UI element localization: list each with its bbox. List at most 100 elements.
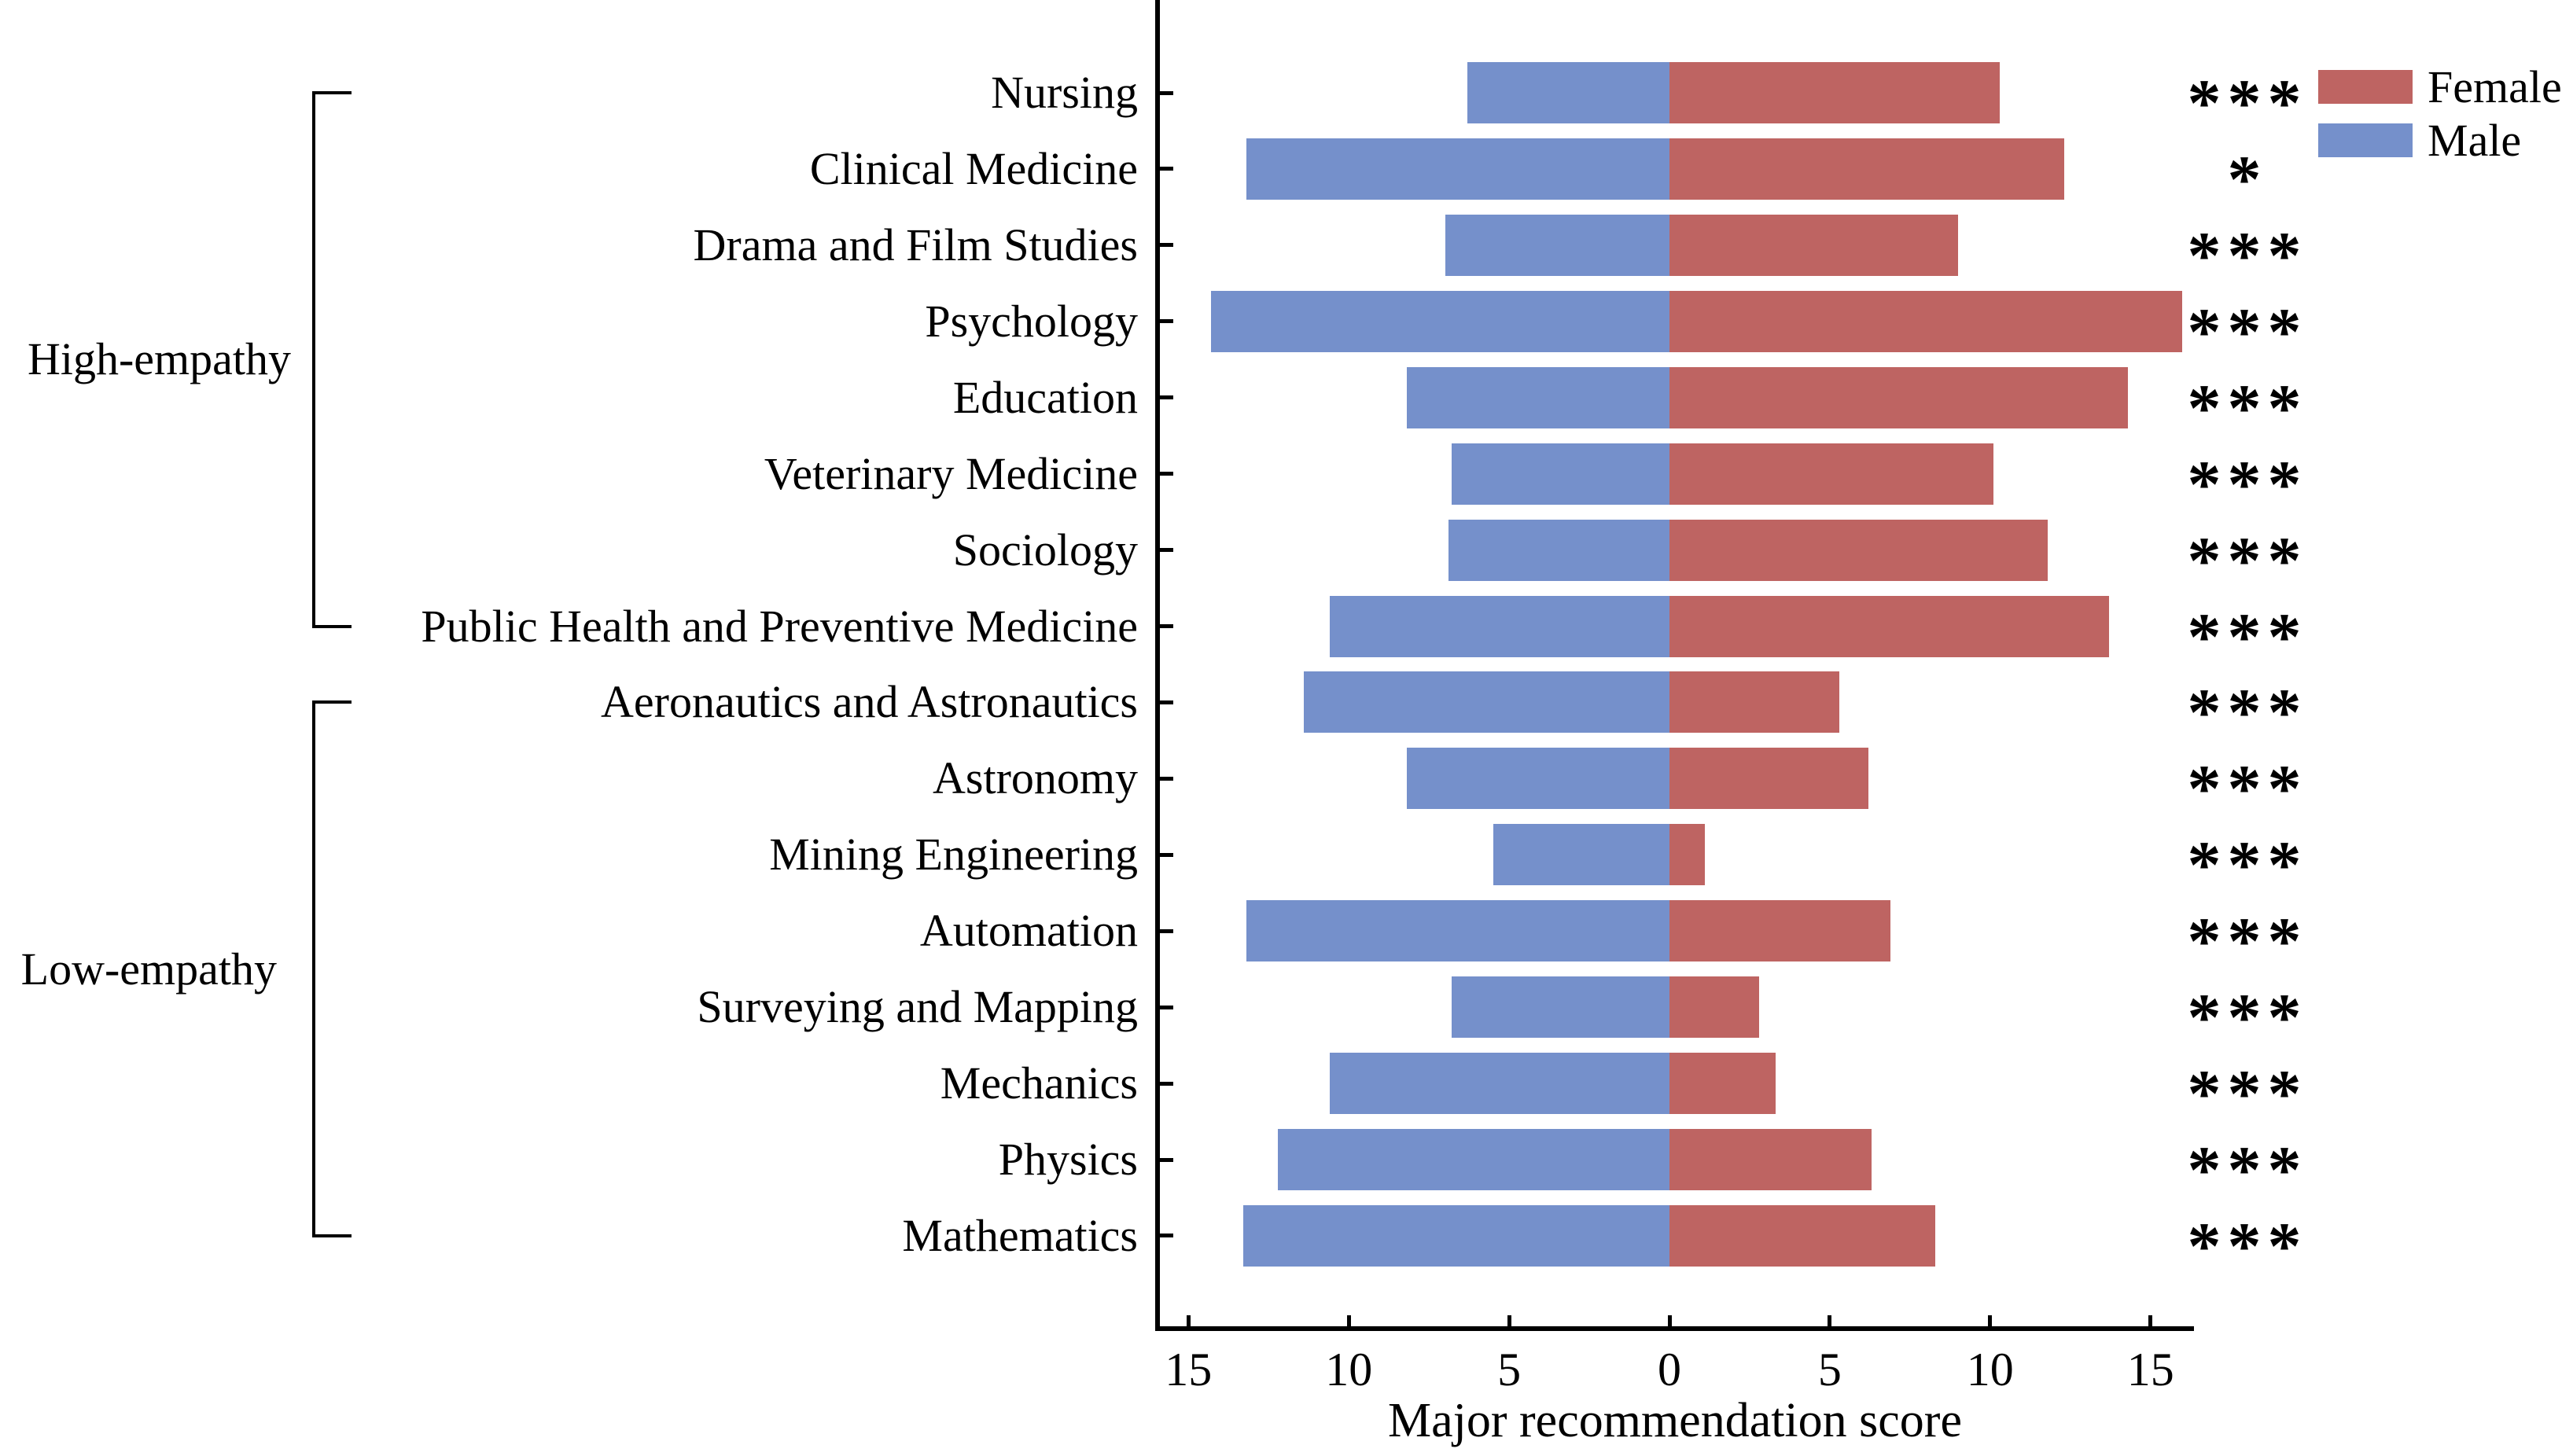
significance-stars: ***: [2187, 827, 2308, 903]
bar-male: [1451, 443, 1669, 505]
category-label: Veterinary Medicine: [764, 447, 1138, 499]
y-axis-row-tick: [1160, 243, 1173, 248]
legend-male-label: Male: [2428, 115, 2522, 166]
x-axis-tick-label: 15: [1165, 1344, 1213, 1395]
category-label: Surveying and Mapping: [697, 981, 1138, 1033]
bracket-vertical-line: [312, 700, 315, 1237]
significance-stars: ***: [2187, 675, 2308, 751]
bar-female: [1669, 519, 2048, 581]
bar-female: [1669, 214, 1959, 276]
x-axis-tick: [1346, 1315, 1351, 1329]
significance-stars: ***: [2187, 65, 2308, 141]
y-axis-spine: [1155, 0, 1160, 1331]
y-axis-row-tick: [1160, 472, 1173, 476]
x-axis-line: [1155, 1326, 2194, 1331]
significance-stars: ***: [2187, 980, 2308, 1056]
x-axis-tick-label: 15: [2126, 1344, 2174, 1395]
significance-stars: ***: [2187, 293, 2308, 370]
bracket-top-arm: [312, 700, 352, 704]
group-label-high-empathy: High-empathy: [27, 333, 291, 384]
bar-female: [1669, 1129, 1872, 1191]
significance-stars: ***: [2187, 370, 2308, 446]
bar-male: [1278, 1129, 1669, 1191]
bar-male: [1246, 138, 1669, 200]
bar-male: [1445, 214, 1669, 276]
x-axis-tick-label: 0: [1658, 1344, 1681, 1395]
x-axis-title: Major recommendation score: [1388, 1394, 1962, 1447]
bar-female: [1669, 671, 1840, 734]
category-label: Aeronautics and Astronautics: [601, 676, 1138, 728]
y-axis-row-tick: [1160, 1081, 1173, 1086]
category-label: Psychology: [925, 295, 1138, 347]
x-axis-tick-label: 10: [1966, 1344, 2014, 1395]
y-axis-row-tick: [1160, 1234, 1173, 1238]
x-axis-tick-label: 10: [1325, 1344, 1373, 1395]
bar-male: [1210, 290, 1669, 352]
bar-female: [1669, 900, 1891, 962]
x-axis-tick: [1988, 1315, 1993, 1329]
bar-female: [1669, 366, 2129, 428]
category-label: Drama and Film Studies: [693, 219, 1138, 270]
significance-stars: ***: [2187, 1132, 2308, 1208]
y-axis-row-tick: [1160, 167, 1173, 171]
bar-male: [1329, 1053, 1669, 1115]
legend-female-swatch: [2318, 70, 2413, 104]
x-axis-tick: [1828, 1315, 1832, 1329]
x-axis-tick: [1667, 1315, 1672, 1329]
category-label: Public Health and Preventive Medicine: [421, 600, 1138, 652]
significance-stars: ***: [2187, 751, 2308, 827]
y-axis-row-tick: [1160, 319, 1173, 324]
y-axis-row-tick: [1160, 90, 1173, 95]
bar-male: [1467, 62, 1669, 123]
y-axis-row-tick: [1160, 395, 1173, 400]
bar-female: [1669, 824, 1705, 886]
significance-stars: ***: [2187, 598, 2308, 675]
category-label: Mining Engineering: [769, 829, 1138, 881]
bar-male: [1242, 1204, 1669, 1267]
legend-male-swatch: [2318, 123, 2413, 157]
x-axis-tick-label: 5: [1817, 1344, 1842, 1395]
bar-male: [1406, 366, 1669, 428]
significance-stars: ***: [2187, 522, 2308, 598]
category-label: Mechanics: [940, 1057, 1138, 1109]
bar-male: [1493, 824, 1669, 886]
bracket-bottom-arm: [312, 624, 352, 628]
significance-stars: ***: [2187, 217, 2308, 293]
y-axis-row-tick: [1160, 852, 1173, 857]
x-axis-tick: [1507, 1315, 1511, 1329]
significance-stars: ***: [2187, 446, 2308, 522]
category-label: Physics: [998, 1134, 1138, 1186]
bar-male: [1329, 595, 1669, 657]
bracket-top-arm: [312, 91, 352, 94]
significance-stars: ***: [2187, 903, 2308, 980]
bracket-vertical-line: [312, 91, 315, 628]
significance-stars: ***: [2187, 1056, 2308, 1132]
x-axis-tick-label: 5: [1497, 1344, 1522, 1395]
x-axis-tick: [1186, 1315, 1191, 1329]
significance-stars: *: [2227, 141, 2268, 217]
y-axis-row-tick: [1160, 700, 1173, 704]
y-axis-row-tick: [1160, 928, 1173, 933]
category-label: Automation: [919, 905, 1138, 957]
y-axis-row-tick: [1160, 776, 1173, 781]
bar-female: [1669, 595, 2109, 657]
bar-female: [1669, 1204, 1936, 1267]
category-label: Education: [952, 371, 1138, 423]
bar-male: [1451, 976, 1669, 1039]
bar-male: [1448, 519, 1669, 581]
x-axis-tick: [2148, 1315, 2153, 1329]
bar-female: [1669, 62, 2001, 123]
bar-female: [1669, 976, 1760, 1039]
significance-stars: ***: [2187, 1208, 2308, 1284]
bar-female: [1669, 138, 2064, 200]
category-label: Nursing: [991, 67, 1138, 118]
group-label-low-empathy: Low-empathy: [20, 943, 277, 995]
legend-female-label: Female: [2428, 61, 2562, 112]
y-axis-row-tick: [1160, 1157, 1173, 1162]
y-axis-row-tick: [1160, 548, 1173, 553]
bar-female: [1669, 748, 1868, 810]
category-label: Astronomy: [933, 752, 1138, 804]
bar-male: [1246, 900, 1669, 962]
bar-male: [1406, 748, 1669, 810]
bar-female: [1669, 443, 1993, 505]
